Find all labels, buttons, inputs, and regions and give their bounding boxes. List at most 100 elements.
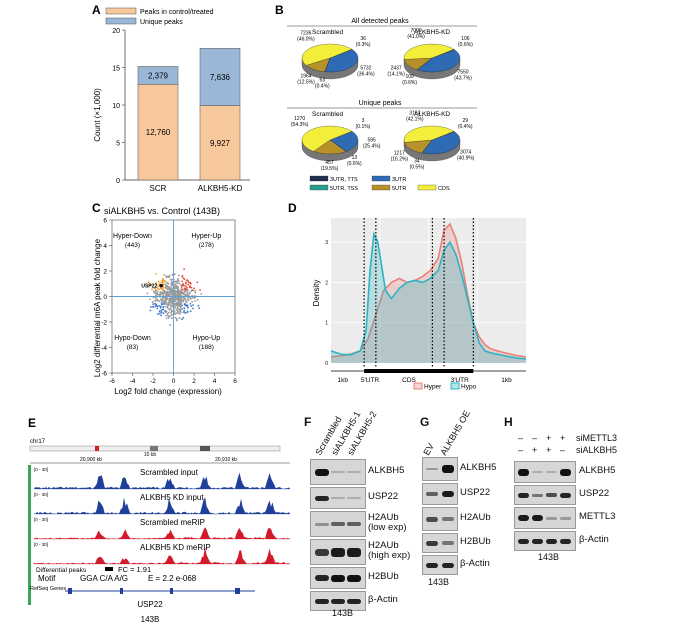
scatter-point xyxy=(176,294,178,296)
panel-f: F Scrambled siALKBH5-1 siALKBH5-2 ALKBH5… xyxy=(302,410,412,625)
legend-swatch-unique xyxy=(105,17,137,25)
coverage-scrambled-input xyxy=(33,472,291,490)
scatter-point xyxy=(185,291,188,294)
scatter-point xyxy=(180,311,182,314)
legend-swatch-cds xyxy=(417,184,437,191)
pie-slice-3utr xyxy=(329,131,359,152)
pie-slice-label: 3074 (40.9%) xyxy=(457,149,475,161)
pie-slice-label: 7099 (41.0%) xyxy=(407,28,425,40)
d-gene-body xyxy=(364,369,474,373)
diff-peaks-label: Differential peaks xyxy=(36,567,87,574)
panel-b-letter: B xyxy=(275,3,284,17)
blot-label-h-actin: β-Actin xyxy=(579,534,609,545)
panel-h-cell-line: 143B xyxy=(538,552,560,562)
scatter-point xyxy=(176,310,179,313)
scatter-point xyxy=(152,305,155,308)
scatter-point xyxy=(182,283,185,285)
scatter-point xyxy=(160,314,162,317)
bar-peaks-alkbh5-kd xyxy=(199,105,241,181)
d-legend-label-hypo: Hypo xyxy=(461,384,477,391)
panel-h: H – – + + – + + – siMETTL3 siALKBH5 ALKBH5 USP22… xyxy=(504,415,688,625)
d-ytick-label: 2 xyxy=(325,280,328,286)
pie-name-alkbh5-kd: ALKBH5-KD xyxy=(414,29,450,36)
d-legend-swatch-hyper xyxy=(413,382,423,390)
scatter-point xyxy=(162,274,165,276)
scatter-point xyxy=(194,300,197,302)
pie-slice-label: 457 (19.5%) xyxy=(321,160,339,172)
scatter-point xyxy=(175,285,178,288)
scatter-point xyxy=(162,299,165,302)
band-g-alkbh5-0 xyxy=(426,468,438,470)
scatter-point xyxy=(180,286,183,288)
scatter-point xyxy=(160,303,163,306)
scatter-point xyxy=(159,293,162,295)
scatter-point xyxy=(171,299,174,302)
scatter-point xyxy=(184,287,187,290)
band-h-alkbh5-3 xyxy=(560,468,571,476)
panel-a-letter: A xyxy=(92,3,101,17)
region-label-1: 5'UTR xyxy=(361,377,380,384)
scatter-point xyxy=(174,286,177,289)
scatter-point xyxy=(185,279,188,282)
track-range: [0 - 30] xyxy=(34,492,48,497)
quadrant-count-hypo-down: (83) xyxy=(127,344,139,351)
bar-label-unique-alkbh5-kd: 7,636 xyxy=(210,73,231,82)
scatter-point xyxy=(183,289,186,292)
scatter-point xyxy=(184,304,187,307)
band-h-mettl3-0 xyxy=(518,515,529,521)
scatter-point xyxy=(191,300,194,303)
panel-d: D 0 1 2 3 1kb 5'UTR CDS 3'UTR 1kb Hyper Hypo Densi… xyxy=(288,201,527,391)
band-f-h2aub-high-exp-1 xyxy=(331,547,345,557)
blot-h-alkbh5 xyxy=(514,461,576,483)
band-g-usp22-1 xyxy=(442,491,454,497)
scatter-point xyxy=(154,272,157,275)
motif-evalue: E = 2.2 e-068 xyxy=(148,574,197,583)
scatter-point xyxy=(163,292,166,294)
scatter-point xyxy=(161,281,164,284)
band-g-alkbh5-1 xyxy=(442,465,454,473)
scatter-point xyxy=(173,273,176,276)
panel-a-plot: 0 5 10 15 20 12,760 2,379 SCR 9,927 7,636 ALKBH5-K… xyxy=(112,28,250,193)
scatter-point xyxy=(162,303,165,305)
scatter-point xyxy=(187,281,190,284)
band-h-usp22-3 xyxy=(560,492,571,498)
band-g-h2bub-0 xyxy=(426,540,438,546)
scatter-point xyxy=(170,291,172,294)
scatter-point xyxy=(174,291,177,294)
pie-slice-3utr xyxy=(417,49,461,73)
scatter-point xyxy=(154,304,157,307)
scatter-point xyxy=(166,303,169,306)
a-ytick-label: 0 xyxy=(116,178,120,185)
band-f-actin-0 xyxy=(315,598,329,604)
scatter-point xyxy=(180,287,183,290)
quadrant-count-hypo-up: (188) xyxy=(199,344,214,351)
scatter-point xyxy=(184,281,187,284)
scatter-point xyxy=(164,302,167,305)
a-ytick-label: 15 xyxy=(112,66,120,73)
scatter-point xyxy=(185,285,187,288)
scatter-point xyxy=(151,288,153,291)
lane-label-ev: EV xyxy=(421,441,437,457)
scatter-point xyxy=(162,289,165,292)
blot-h-actin xyxy=(514,531,576,551)
scatter-point xyxy=(178,317,181,320)
scatter-point xyxy=(170,305,172,308)
bar-unique-alkbh5-kd xyxy=(199,47,241,106)
coverage-alkbh5-kd-input xyxy=(33,497,291,515)
band-g-h2bub-1 xyxy=(442,541,454,545)
scatter-point xyxy=(156,290,159,293)
scatter-point xyxy=(159,305,162,308)
scatter-point xyxy=(147,281,150,283)
scatter-point xyxy=(161,299,164,301)
scatter-point xyxy=(188,292,191,295)
scatter-point xyxy=(166,305,169,308)
blot-label-f-alkbh5: ALKBH5 xyxy=(368,465,405,476)
pie-group-title-unique-peaks: Unique peaks xyxy=(359,100,402,107)
scatter-point xyxy=(179,301,182,304)
band-f-usp22-1 xyxy=(331,497,345,499)
panel-c-xlabel: Log2 fold change (expression) xyxy=(114,387,222,396)
pie-slice-label: 2437 (14.1%) xyxy=(387,66,405,78)
scatter-point xyxy=(162,291,164,294)
pie-slice-label: 7236 (46.0%) xyxy=(297,31,315,43)
scatter-point xyxy=(168,315,171,318)
